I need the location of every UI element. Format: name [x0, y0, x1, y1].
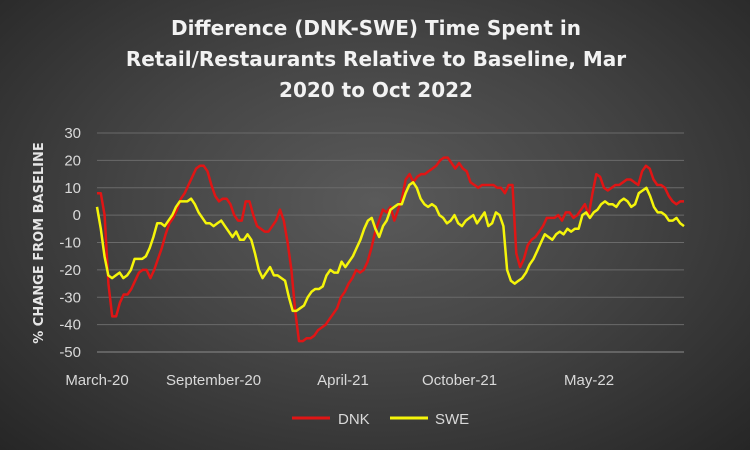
chart-title-line-2: Retail/Restaurants Relative to Baseline,… [126, 47, 626, 71]
y-tick-label: -10 [59, 235, 81, 252]
gridlines [97, 132, 684, 353]
y-axis-label: % CHANGE FROM BASELINE [32, 142, 47, 344]
legend-label-swe: SWE [435, 411, 469, 428]
x-axis-ticks: March-20 September-20 April-21 October-21 Ma… [65, 372, 614, 389]
legend: DNK SWE [292, 411, 469, 428]
series-lines [95, 156, 685, 343]
y-tick-label: 30 [64, 125, 81, 142]
y-tick-label: 0 [73, 207, 81, 224]
x-tick-label: October-21 [422, 372, 497, 389]
x-tick-label: April-21 [317, 372, 369, 389]
x-tick-label: May-22 [564, 372, 614, 389]
chart-title-line-1: Difference (DNK-SWE) Time Spent in [171, 16, 581, 40]
chart-title: Difference (DNK-SWE) Time Spent in Retai… [126, 16, 626, 102]
legend-label-dnk: DNK [338, 411, 370, 428]
series-line-dnk [97, 156, 684, 343]
y-tick-label: 10 [64, 180, 81, 197]
y-axis-ticks: -50 -40 -30 -20 -10 0 10 20 30 [59, 125, 81, 361]
x-tick-label: March-20 [65, 372, 128, 389]
y-tick-label: -50 [59, 344, 81, 361]
x-tick-label: September-20 [166, 372, 261, 389]
y-tick-label: -20 [59, 262, 81, 279]
y-tick-label: -30 [59, 289, 81, 306]
series-line-swe [95, 181, 685, 313]
y-tick-label: 20 [64, 152, 81, 169]
y-tick-label: -40 [59, 317, 81, 334]
chart-title-line-3: 2020 to Oct 2022 [279, 78, 473, 102]
